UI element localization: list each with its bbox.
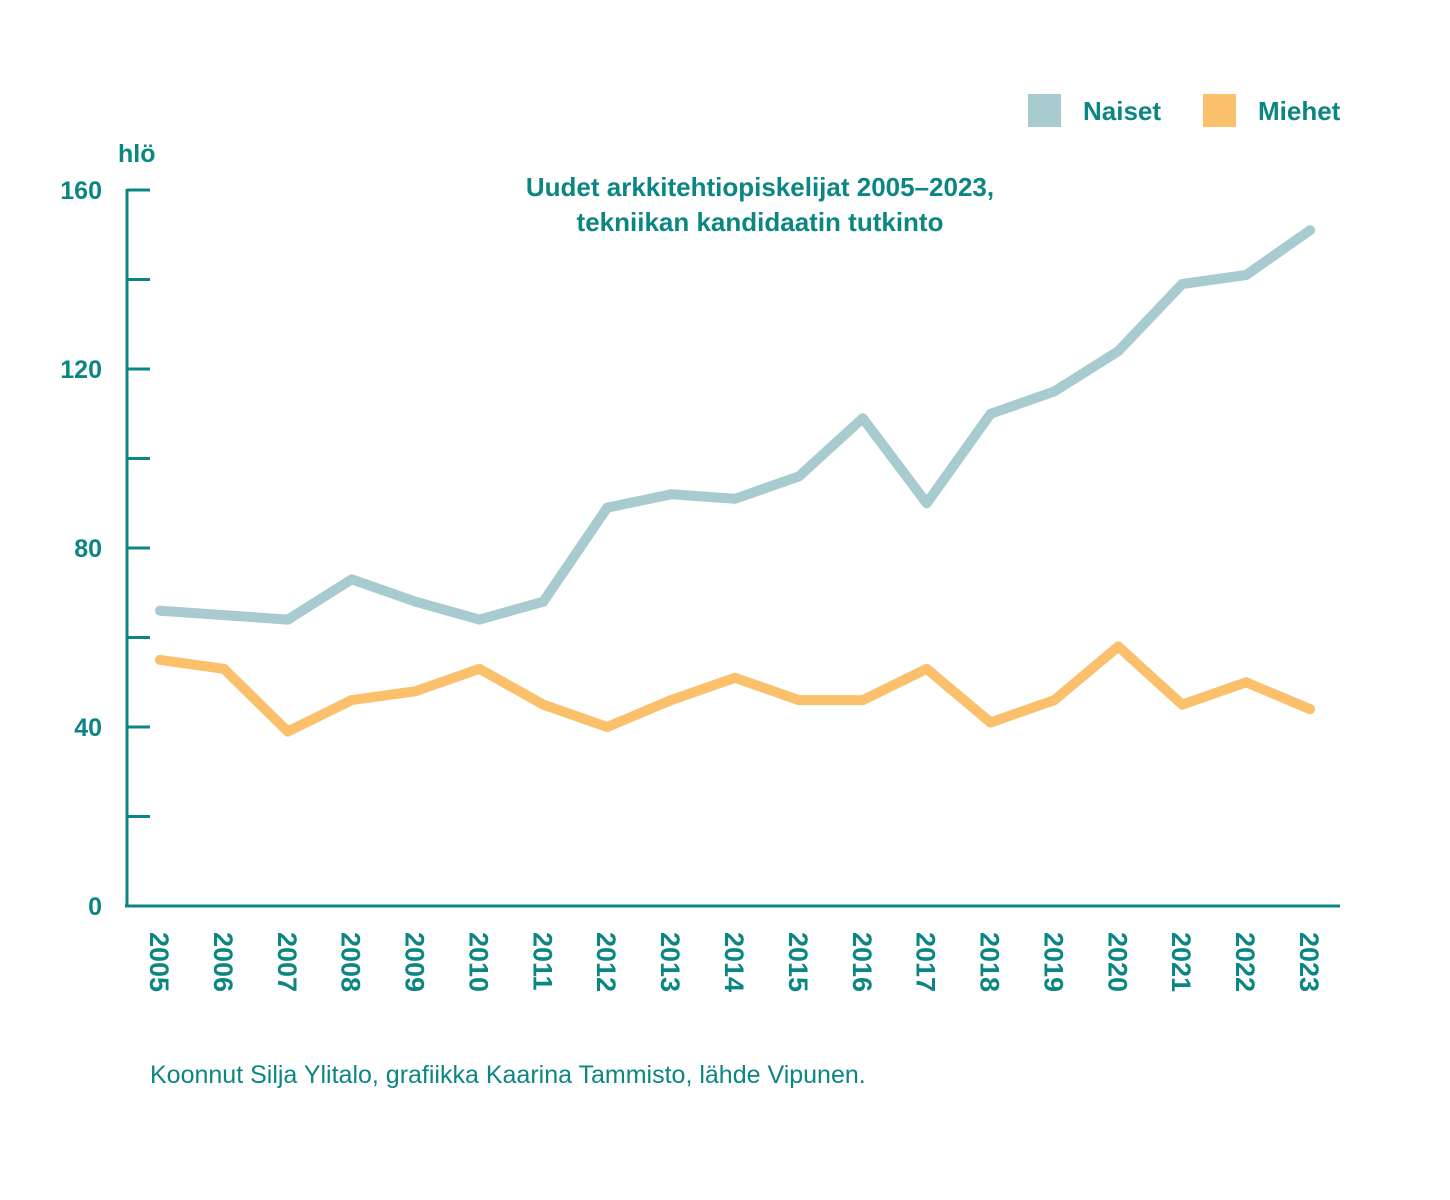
x-tick-label: 2021 [1166, 932, 1196, 992]
data-point-miehet [602, 722, 613, 732]
x-tick-label: 2005 [144, 932, 174, 992]
chart-title-line1: Uudet arkkitehtiopiskelijat 2005–2023, [526, 172, 994, 202]
data-point-naiset [1113, 346, 1124, 357]
data-point-naiset [346, 574, 357, 585]
data-point-miehet [155, 654, 165, 665]
data-point-naiset [538, 596, 549, 607]
x-tick-label: 2008 [336, 932, 366, 992]
data-point-naiset [218, 610, 229, 621]
data-point-naiset [921, 498, 932, 509]
legend-swatch-miehet [1203, 94, 1236, 127]
x-tick-label: 2015 [783, 932, 813, 992]
y-axis-unit-label: hlö [118, 140, 156, 168]
data-point-miehet [921, 663, 932, 674]
x-tick-label: 2010 [463, 932, 493, 992]
data-point-naiset [666, 489, 677, 500]
y-tick-label: 80 [74, 535, 102, 563]
data-point-naiset [602, 502, 613, 513]
x-tick-label: 2013 [655, 932, 685, 992]
y-tick-label: 0 [88, 893, 102, 921]
data-point-miehet [474, 663, 485, 674]
x-tick-label: 2018 [975, 932, 1005, 992]
data-point-naiset [793, 471, 804, 482]
x-tick-label: 2012 [591, 932, 621, 992]
data-point-miehet [793, 695, 804, 706]
data-point-miehet [1241, 677, 1252, 688]
data-point-miehet [985, 717, 996, 728]
chart-title-line2: tekniikan kandidaatin tutkinto [577, 207, 944, 237]
data-point-miehet [857, 695, 868, 706]
data-point-naiset [1241, 270, 1252, 281]
data-point-miehet [346, 695, 357, 706]
series-line-naiset [155, 225, 1315, 625]
data-point-naiset [282, 614, 293, 625]
y-tick-label: 40 [74, 714, 102, 742]
x-tick-label: 2016 [847, 932, 877, 992]
x-tick-label: 2014 [719, 932, 749, 992]
data-point-miehet [1305, 704, 1315, 715]
x-tick-label: 2009 [400, 932, 430, 992]
x-tick-label: 2020 [1102, 932, 1132, 992]
source-note: Koonnut Silja Ylitalo, grafiikka Kaarina… [150, 1061, 866, 1089]
legend-label-miehet: Miehet [1258, 96, 1341, 126]
data-point-naiset [1177, 278, 1188, 289]
data-point-naiset [730, 493, 740, 504]
x-tick-label: 2017 [911, 932, 941, 992]
x-tick-label: 2022 [1230, 932, 1260, 992]
data-point-miehet [538, 699, 549, 710]
data-point-naiset [857, 413, 868, 424]
x-tick-label: 2006 [208, 932, 238, 992]
data-point-naiset [985, 408, 996, 419]
legend-label-naiset: Naiset [1083, 96, 1161, 126]
data-point-miehet [1113, 641, 1124, 652]
data-point-miehet [410, 686, 421, 697]
data-point-naiset [474, 614, 485, 625]
x-tick-label: 2023 [1294, 932, 1324, 992]
data-point-miehet [282, 726, 293, 737]
y-tick-label: 160 [60, 177, 102, 205]
x-tick-label: 2011 [527, 932, 557, 991]
data-point-naiset [410, 596, 421, 607]
data-point-miehet [666, 695, 677, 706]
data-point-miehet [218, 663, 229, 674]
data-point-miehet [730, 672, 740, 683]
data-point-naiset [1049, 386, 1060, 397]
legend-swatch-naiset [1028, 94, 1061, 127]
data-point-naiset [1305, 225, 1315, 236]
series-line-miehet [155, 641, 1315, 737]
x-tick-label: 2019 [1038, 932, 1068, 992]
x-tick-label: 2007 [272, 932, 302, 992]
y-tick-label: 120 [60, 356, 102, 384]
data-point-miehet [1049, 695, 1060, 706]
data-point-naiset [155, 605, 165, 616]
data-point-miehet [1177, 699, 1188, 710]
